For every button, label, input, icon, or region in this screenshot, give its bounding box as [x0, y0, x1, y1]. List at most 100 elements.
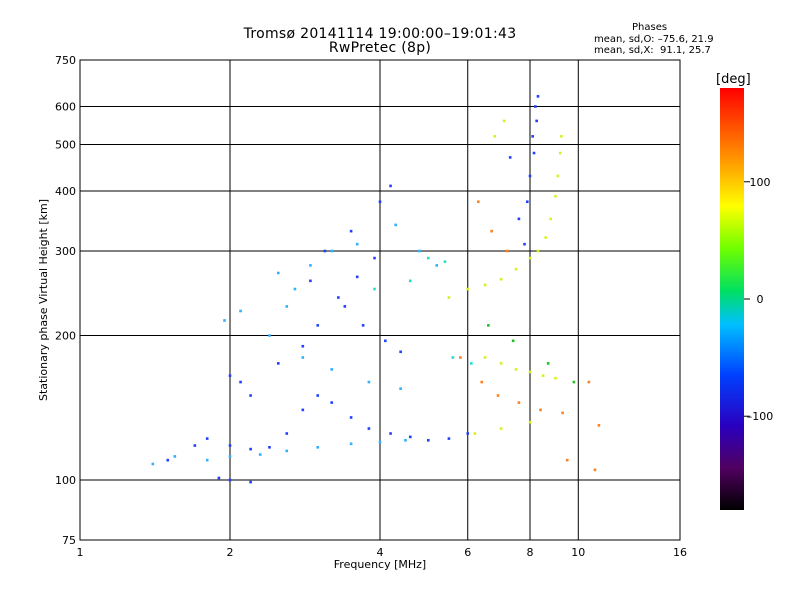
data-point — [418, 249, 421, 253]
data-point — [276, 271, 280, 275]
data-point — [477, 200, 480, 204]
data-point — [316, 394, 320, 397]
data-point — [535, 119, 538, 123]
y-tick-label: 300 — [55, 245, 76, 258]
data-points — [151, 95, 601, 484]
data-point — [309, 264, 312, 267]
data-point — [556, 174, 560, 178]
data-point — [554, 195, 557, 198]
data-point — [587, 380, 591, 384]
data-point — [316, 324, 320, 327]
data-point — [378, 200, 382, 204]
data-point — [268, 334, 271, 337]
phase-colorbar — [720, 88, 744, 510]
y-tick-label: 750 — [55, 54, 76, 67]
data-point — [447, 296, 451, 299]
data-point — [276, 362, 280, 365]
data-point — [539, 408, 542, 412]
data-point — [239, 309, 242, 313]
data-point — [316, 446, 320, 449]
data-point — [505, 249, 509, 253]
data-point — [166, 458, 170, 462]
data-point — [560, 135, 563, 138]
data-point — [435, 264, 439, 267]
data-point — [480, 380, 484, 384]
data-point — [285, 305, 289, 308]
data-point — [389, 184, 392, 188]
grid-lines — [80, 60, 680, 540]
x-tick-label: 10 — [571, 546, 585, 559]
data-point — [508, 156, 512, 159]
data-point — [394, 223, 397, 227]
y-tick-label: 500 — [55, 139, 76, 152]
data-point — [268, 446, 271, 449]
data-point — [493, 135, 497, 138]
data-point — [228, 478, 232, 482]
data-point — [499, 427, 503, 430]
data-point — [525, 200, 529, 204]
x-tick-label: 6 — [464, 546, 471, 559]
data-point — [285, 432, 289, 435]
data-point — [301, 408, 305, 412]
data-point — [514, 267, 518, 271]
colorbar-unit: [deg] — [716, 72, 751, 87]
data-point — [343, 305, 347, 308]
data-point — [487, 324, 490, 327]
data-point — [408, 435, 412, 439]
data-point — [554, 376, 557, 380]
data-point — [404, 438, 407, 442]
data-point — [361, 324, 365, 327]
data-point — [517, 217, 521, 221]
data-point — [597, 424, 601, 427]
data-point — [349, 416, 353, 419]
x-tick-label: 8 — [527, 546, 534, 559]
data-point — [217, 476, 221, 480]
data-point — [459, 356, 462, 359]
data-point — [249, 480, 252, 484]
data-point — [378, 440, 382, 444]
data-point — [536, 95, 540, 98]
data-point — [173, 455, 177, 458]
data-point — [572, 380, 576, 384]
data-point — [502, 119, 506, 123]
data-point — [293, 287, 297, 291]
data-point — [426, 438, 430, 442]
colorbar-ticks: 100 0 –100 — [744, 176, 773, 423]
data-point — [330, 249, 334, 253]
data-point — [549, 217, 552, 221]
phases-x-mode: mean, sd,X: 91.1, 25.7 — [594, 45, 711, 56]
data-point — [285, 449, 289, 453]
data-point — [534, 105, 537, 108]
data-point — [451, 356, 455, 359]
data-point — [496, 394, 500, 397]
data-point — [470, 362, 473, 365]
x-tick-label: 16 — [673, 546, 687, 559]
data-point — [528, 370, 532, 374]
data-point — [205, 437, 209, 440]
y-tick-label: 75 — [62, 534, 76, 547]
data-point — [523, 242, 526, 246]
chart-title-line2: RwPretec (8p) — [328, 40, 432, 56]
data-point — [205, 458, 209, 462]
y-tick-label: 600 — [55, 101, 76, 114]
data-point — [389, 432, 392, 435]
data-point — [330, 368, 334, 371]
phases-heading: Phases — [632, 22, 668, 33]
data-point — [337, 296, 340, 299]
y-tick-label: 400 — [55, 185, 76, 198]
data-point — [330, 401, 334, 404]
chart-title-line1: Tromsø 20141114 19:00:00–19:01:43 — [243, 26, 517, 42]
x-axis-label: Frequency [MHz] — [334, 558, 426, 571]
data-point — [511, 339, 515, 343]
x-tick-label: 2 — [227, 546, 234, 559]
data-point — [309, 279, 312, 283]
phases-o-mode: mean, sd,O: –75.6, 21.9 — [594, 34, 714, 45]
data-point — [151, 462, 155, 466]
data-point — [544, 236, 547, 239]
data-point — [473, 432, 477, 435]
colorbar-tick-label: 0 — [757, 293, 764, 306]
data-point — [367, 380, 371, 384]
data-point — [399, 350, 402, 354]
data-point — [546, 362, 550, 365]
